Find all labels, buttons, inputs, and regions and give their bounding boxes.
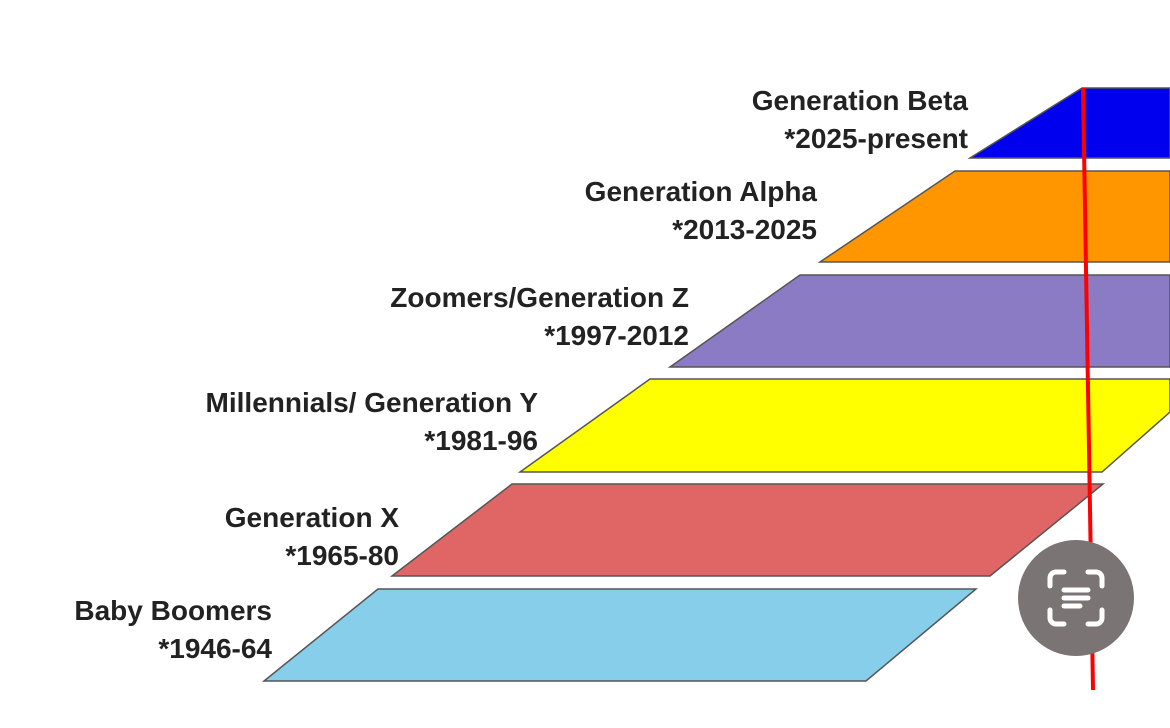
band-baby-boomers [261,588,979,682]
generation-years: *1997-2012 [544,320,689,351]
band-generation-alpha [817,170,1170,263]
band-generation-z [667,274,1170,368]
generation-years: *2013-2025 [672,214,817,245]
text-scan-button[interactable] [1018,540,1134,656]
label-generation-beta: Generation Beta *2025-present [752,82,968,158]
label-baby-boomers: Baby Boomers *1946-64 [74,592,272,668]
band-millennials [517,378,1170,473]
label-generation-x: Generation X *1965-80 [225,499,399,575]
generation-years: *1965-80 [285,540,399,571]
generation-name: Baby Boomers [74,595,272,626]
label-millennials: Millennials/ Generation Y *1981-96 [206,384,538,460]
label-generation-z: Zoomers/Generation Z *1997-2012 [390,279,689,355]
label-generation-alpha: Generation Alpha *2013-2025 [585,173,817,249]
generation-name: Generation X [224,502,399,533]
generation-years: *1946-64 [158,633,272,664]
generation-name: Millennials/ Generation Y [205,387,538,418]
generation-years: *1981-96 [424,425,538,456]
generation-name: Generation Alpha [584,176,817,207]
generation-name: Zoomers/Generation Z [390,282,689,313]
text-scan-icon [1047,569,1105,627]
generation-years: *2025-present [784,123,968,154]
band-generation-beta [967,87,1170,159]
generation-name: Generation Beta [751,85,968,116]
band-generation-x [389,483,1106,577]
